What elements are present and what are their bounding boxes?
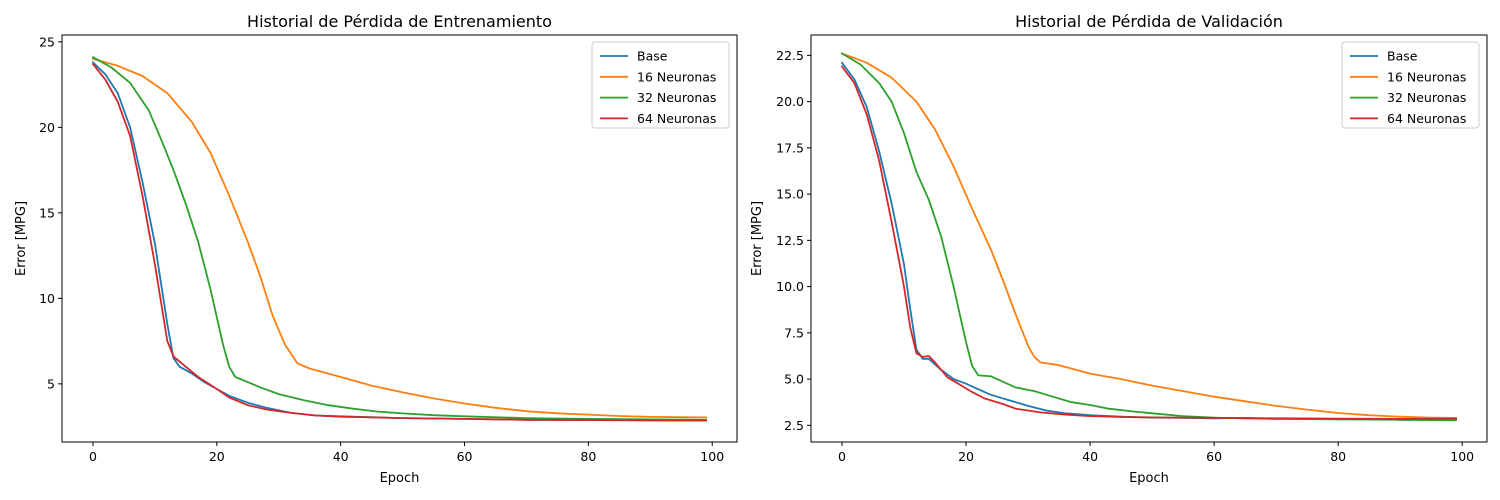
legend-label-4: 64 Neuronas [1387,111,1466,126]
legend-box [1341,41,1480,129]
y-tick-label: 7.5 [784,325,804,340]
x-tick-label: 100 [1450,449,1474,464]
x-tick-label: 100 [700,449,724,464]
legend-label-1: Base [637,49,668,64]
legend-label-3: 32 Neuronas [1387,90,1466,105]
x-tick-label: 40 [333,449,349,464]
plot-frame [810,34,1488,443]
x-tick-label: 60 [457,449,473,464]
chart-title: Historial de Pérdida de Validación [1015,12,1283,31]
y-tick-label: 20.0 [776,94,804,109]
y-axis-label: Error [MPG] [14,201,29,276]
y-tick-label: 15.0 [776,187,804,202]
y-tick-label: 5.0 [784,372,804,387]
legend-label-2: 16 Neuronas [637,69,716,84]
series-group [91,55,707,422]
series-line-4 [91,62,707,422]
x-axis-label: Epoch [380,471,420,486]
series-line-3 [91,55,707,421]
legend: Base 16 Neuronas 32 Neuronas 64 Neuronas [591,41,730,129]
y-tick-label: 10.0 [776,279,804,294]
x-axis-label: Epoch [1129,471,1169,486]
x-tick-label: 80 [1330,449,1346,464]
x-tick-label: 20 [958,449,974,464]
series-line-2 [91,57,707,419]
y-tick-label: 17.5 [776,140,804,155]
legend-box [591,41,730,129]
x-tick-label: 40 [1082,449,1098,464]
x-tick-label: 20 [209,449,225,464]
chart-title: Historial de Pérdida de Entrenamiento [247,12,552,31]
legend-label-3: 32 Neuronas [637,90,716,105]
series-line-4 [840,65,1457,420]
x-tick-label: 80 [580,449,596,464]
legend-label-1: Base [1387,49,1418,64]
plot-frame [61,34,738,443]
legend-label-2: 16 Neuronas [1387,69,1466,84]
y-tick-label: 12.5 [776,233,804,248]
chart-panel-1: Historial de Pérdida de Entrenamiento 0 20… [14,12,738,486]
x-tick-label: 60 [1206,449,1222,464]
y-tick-label: 10 [39,291,55,306]
x-tick-label: 0 [89,449,97,464]
legend-label-4: 64 Neuronas [637,111,716,126]
y-tick-label: 22.5 [776,48,804,63]
y-axis-label: Error [MPG] [750,201,765,276]
y-tick-label: 5 [47,376,55,391]
y-tick-label: 20 [39,120,55,135]
y-tick-label: 2.5 [784,418,804,433]
series-line-2 [840,52,1457,419]
y-tick-label: 15 [39,205,55,220]
series-group [840,52,1457,422]
chart-panel-2: Historial de Pérdida de Validación 0 20 40 6… [750,12,1488,486]
y-tick-label: 25 [39,34,55,49]
x-tick-label: 0 [838,449,846,464]
legend: Base 16 Neuronas 32 Neuronas 64 Neuronas [1341,41,1480,129]
